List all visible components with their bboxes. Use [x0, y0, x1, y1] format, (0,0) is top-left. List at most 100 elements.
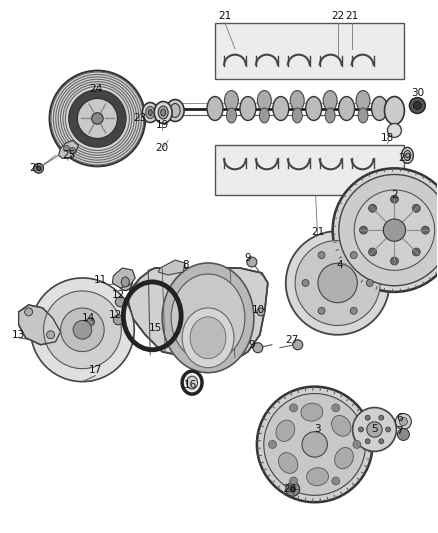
Circle shape: [365, 439, 370, 444]
Circle shape: [286, 231, 389, 335]
Text: 26: 26: [29, 163, 42, 173]
Circle shape: [358, 427, 364, 432]
Circle shape: [70, 148, 75, 154]
Circle shape: [46, 331, 54, 339]
Circle shape: [399, 417, 407, 425]
Circle shape: [367, 422, 382, 437]
Ellipse shape: [182, 308, 234, 368]
Text: 22: 22: [331, 11, 344, 21]
Circle shape: [390, 195, 399, 203]
Text: 28: 28: [283, 484, 297, 494]
Circle shape: [396, 414, 411, 430]
Circle shape: [253, 343, 263, 353]
Circle shape: [410, 98, 425, 114]
Circle shape: [268, 440, 276, 448]
Ellipse shape: [356, 91, 370, 110]
Polygon shape: [112, 268, 135, 288]
Ellipse shape: [335, 448, 353, 469]
Text: 21: 21: [345, 11, 358, 21]
Ellipse shape: [323, 91, 337, 110]
Ellipse shape: [154, 101, 172, 124]
Ellipse shape: [166, 100, 184, 122]
Circle shape: [290, 477, 297, 485]
Circle shape: [379, 415, 384, 420]
Ellipse shape: [146, 107, 155, 118]
Ellipse shape: [171, 274, 245, 362]
Ellipse shape: [118, 273, 132, 290]
Circle shape: [31, 278, 134, 382]
Circle shape: [64, 146, 70, 151]
Ellipse shape: [307, 467, 328, 486]
Ellipse shape: [187, 376, 198, 389]
Text: 25: 25: [62, 150, 75, 160]
Ellipse shape: [207, 96, 223, 120]
Ellipse shape: [276, 420, 295, 441]
Ellipse shape: [258, 91, 271, 110]
Circle shape: [25, 308, 32, 316]
Ellipse shape: [240, 96, 256, 120]
Text: 9: 9: [244, 253, 251, 263]
Ellipse shape: [226, 108, 237, 123]
Ellipse shape: [273, 96, 289, 120]
Polygon shape: [19, 305, 60, 345]
Ellipse shape: [306, 96, 321, 120]
Circle shape: [350, 308, 357, 314]
Circle shape: [339, 174, 438, 286]
Circle shape: [290, 404, 297, 412]
Circle shape: [366, 279, 373, 286]
Circle shape: [293, 340, 303, 350]
Circle shape: [412, 248, 420, 256]
Circle shape: [302, 432, 328, 457]
Text: 29: 29: [398, 154, 411, 163]
Text: 13: 13: [12, 330, 25, 340]
Text: 21: 21: [311, 227, 324, 237]
Ellipse shape: [332, 416, 351, 436]
Text: 10: 10: [251, 305, 265, 315]
Ellipse shape: [388, 124, 401, 138]
Text: 7: 7: [396, 426, 403, 437]
Circle shape: [113, 315, 124, 325]
Text: 11: 11: [94, 275, 107, 285]
Ellipse shape: [259, 108, 269, 123]
Ellipse shape: [148, 109, 152, 116]
Text: 12: 12: [112, 290, 125, 300]
Circle shape: [257, 386, 372, 502]
Ellipse shape: [225, 91, 238, 110]
Circle shape: [247, 257, 257, 267]
Ellipse shape: [170, 103, 180, 117]
Circle shape: [318, 308, 325, 314]
Text: 4: 4: [336, 260, 343, 270]
Circle shape: [332, 477, 340, 485]
Ellipse shape: [158, 106, 168, 119]
Polygon shape: [215, 146, 404, 195]
Circle shape: [353, 440, 361, 448]
Text: 15: 15: [148, 323, 162, 333]
Circle shape: [43, 291, 121, 369]
Ellipse shape: [401, 148, 413, 163]
Polygon shape: [59, 140, 78, 158]
Circle shape: [360, 226, 367, 234]
Circle shape: [302, 279, 309, 286]
Circle shape: [318, 263, 357, 303]
Circle shape: [264, 393, 366, 495]
Circle shape: [73, 320, 92, 339]
Circle shape: [290, 486, 296, 492]
Ellipse shape: [325, 108, 335, 123]
Text: 12: 12: [109, 310, 122, 320]
Circle shape: [354, 190, 434, 270]
Polygon shape: [158, 260, 185, 275]
Text: 30: 30: [411, 87, 424, 98]
Text: 23: 23: [134, 114, 147, 124]
Polygon shape: [128, 268, 268, 362]
Text: 6: 6: [396, 413, 403, 423]
Circle shape: [350, 252, 357, 259]
Ellipse shape: [385, 96, 404, 124]
Ellipse shape: [161, 109, 166, 116]
Text: 19: 19: [155, 120, 169, 131]
Circle shape: [385, 427, 391, 432]
Circle shape: [353, 408, 396, 451]
Text: 27: 27: [285, 335, 298, 345]
Circle shape: [332, 404, 340, 412]
Circle shape: [412, 204, 420, 212]
Circle shape: [390, 257, 399, 265]
